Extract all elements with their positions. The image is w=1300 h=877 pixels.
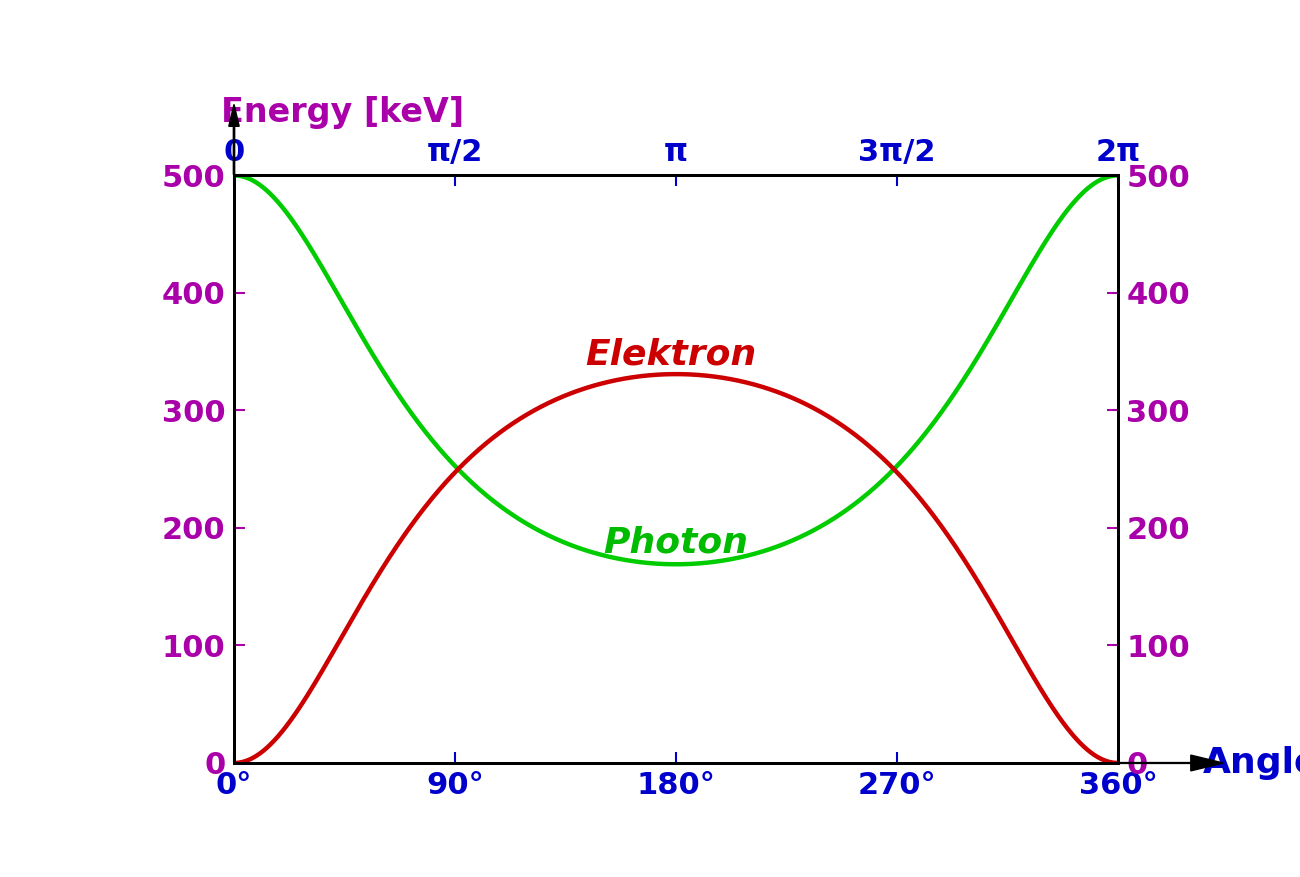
Text: Energy [keV]: Energy [keV] xyxy=(221,96,464,130)
Text: Elektron: Elektron xyxy=(585,337,757,371)
Text: Angle: Angle xyxy=(1202,746,1300,780)
Text: Photon: Photon xyxy=(603,525,749,559)
